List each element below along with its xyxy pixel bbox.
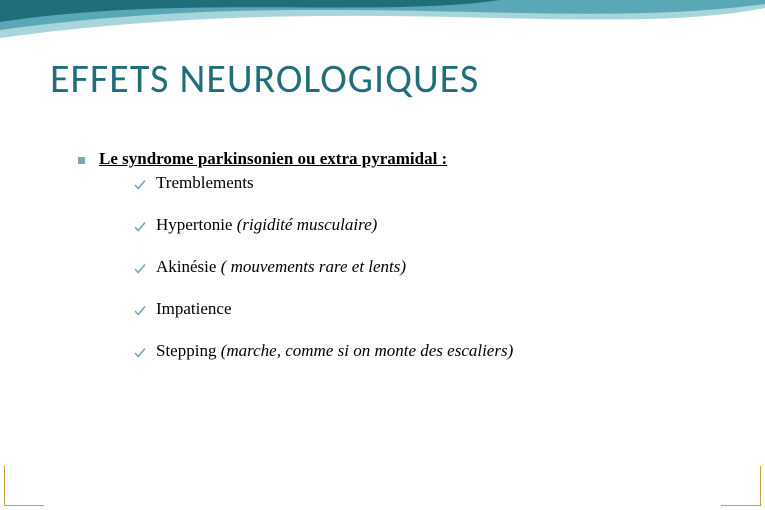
checkmark-icon bbox=[134, 263, 146, 275]
checkmark-icon bbox=[134, 347, 146, 359]
sub-bullet-text: Tremblements bbox=[156, 173, 254, 193]
slide-title: EFFETS NEUROLOGIQUES bbox=[50, 54, 715, 103]
sub-bullet-plain: Tremblements bbox=[156, 173, 254, 192]
main-bullet-text: Le syndrome parkinsonien ou extra pyrami… bbox=[99, 149, 447, 169]
sub-bullet-item: Stepping (marche, comme si on monte des … bbox=[134, 341, 715, 361]
checkmark-icon bbox=[134, 305, 146, 317]
sub-bullet-italic: ( mouvements rare et lents) bbox=[221, 257, 406, 276]
sub-bullet-item: Hypertonie (rigidité musculaire) bbox=[134, 215, 715, 235]
checkmark-icon bbox=[134, 179, 146, 191]
checkmark-icon bbox=[134, 221, 146, 233]
sub-bullet-text: Akinésie ( mouvements rare et lents) bbox=[156, 257, 406, 277]
square-bullet-icon bbox=[78, 157, 85, 164]
sub-bullet-plain: Stepping bbox=[156, 341, 221, 360]
sub-bullet-italic: (marche, comme si on monte des escaliers… bbox=[221, 341, 514, 360]
sub-bullet-text: Stepping (marche, comme si on monte des … bbox=[156, 341, 513, 361]
sub-bullet-plain: Akinésie bbox=[156, 257, 221, 276]
sub-bullet-italic: (rigidité musculaire) bbox=[237, 215, 378, 234]
main-bullet: Le syndrome parkinsonien ou extra pyrami… bbox=[78, 149, 715, 169]
sub-bullet-plain: Hypertonie bbox=[156, 215, 237, 234]
sub-bullet-text: Impatience bbox=[156, 299, 232, 319]
sub-bullet-item: Akinésie ( mouvements rare et lents) bbox=[134, 257, 715, 277]
slide-body: EFFETS NEUROLOGIQUES Le syndrome parkins… bbox=[0, 0, 765, 510]
sub-bullet-list: Tremblements Hypertonie (rigidité muscula… bbox=[134, 173, 715, 361]
sub-bullet-item: Tremblements bbox=[134, 173, 715, 193]
sub-bullet-item: Impatience bbox=[134, 299, 715, 319]
sub-bullet-plain: Impatience bbox=[156, 299, 232, 318]
sub-bullet-text: Hypertonie (rigidité musculaire) bbox=[156, 215, 377, 235]
